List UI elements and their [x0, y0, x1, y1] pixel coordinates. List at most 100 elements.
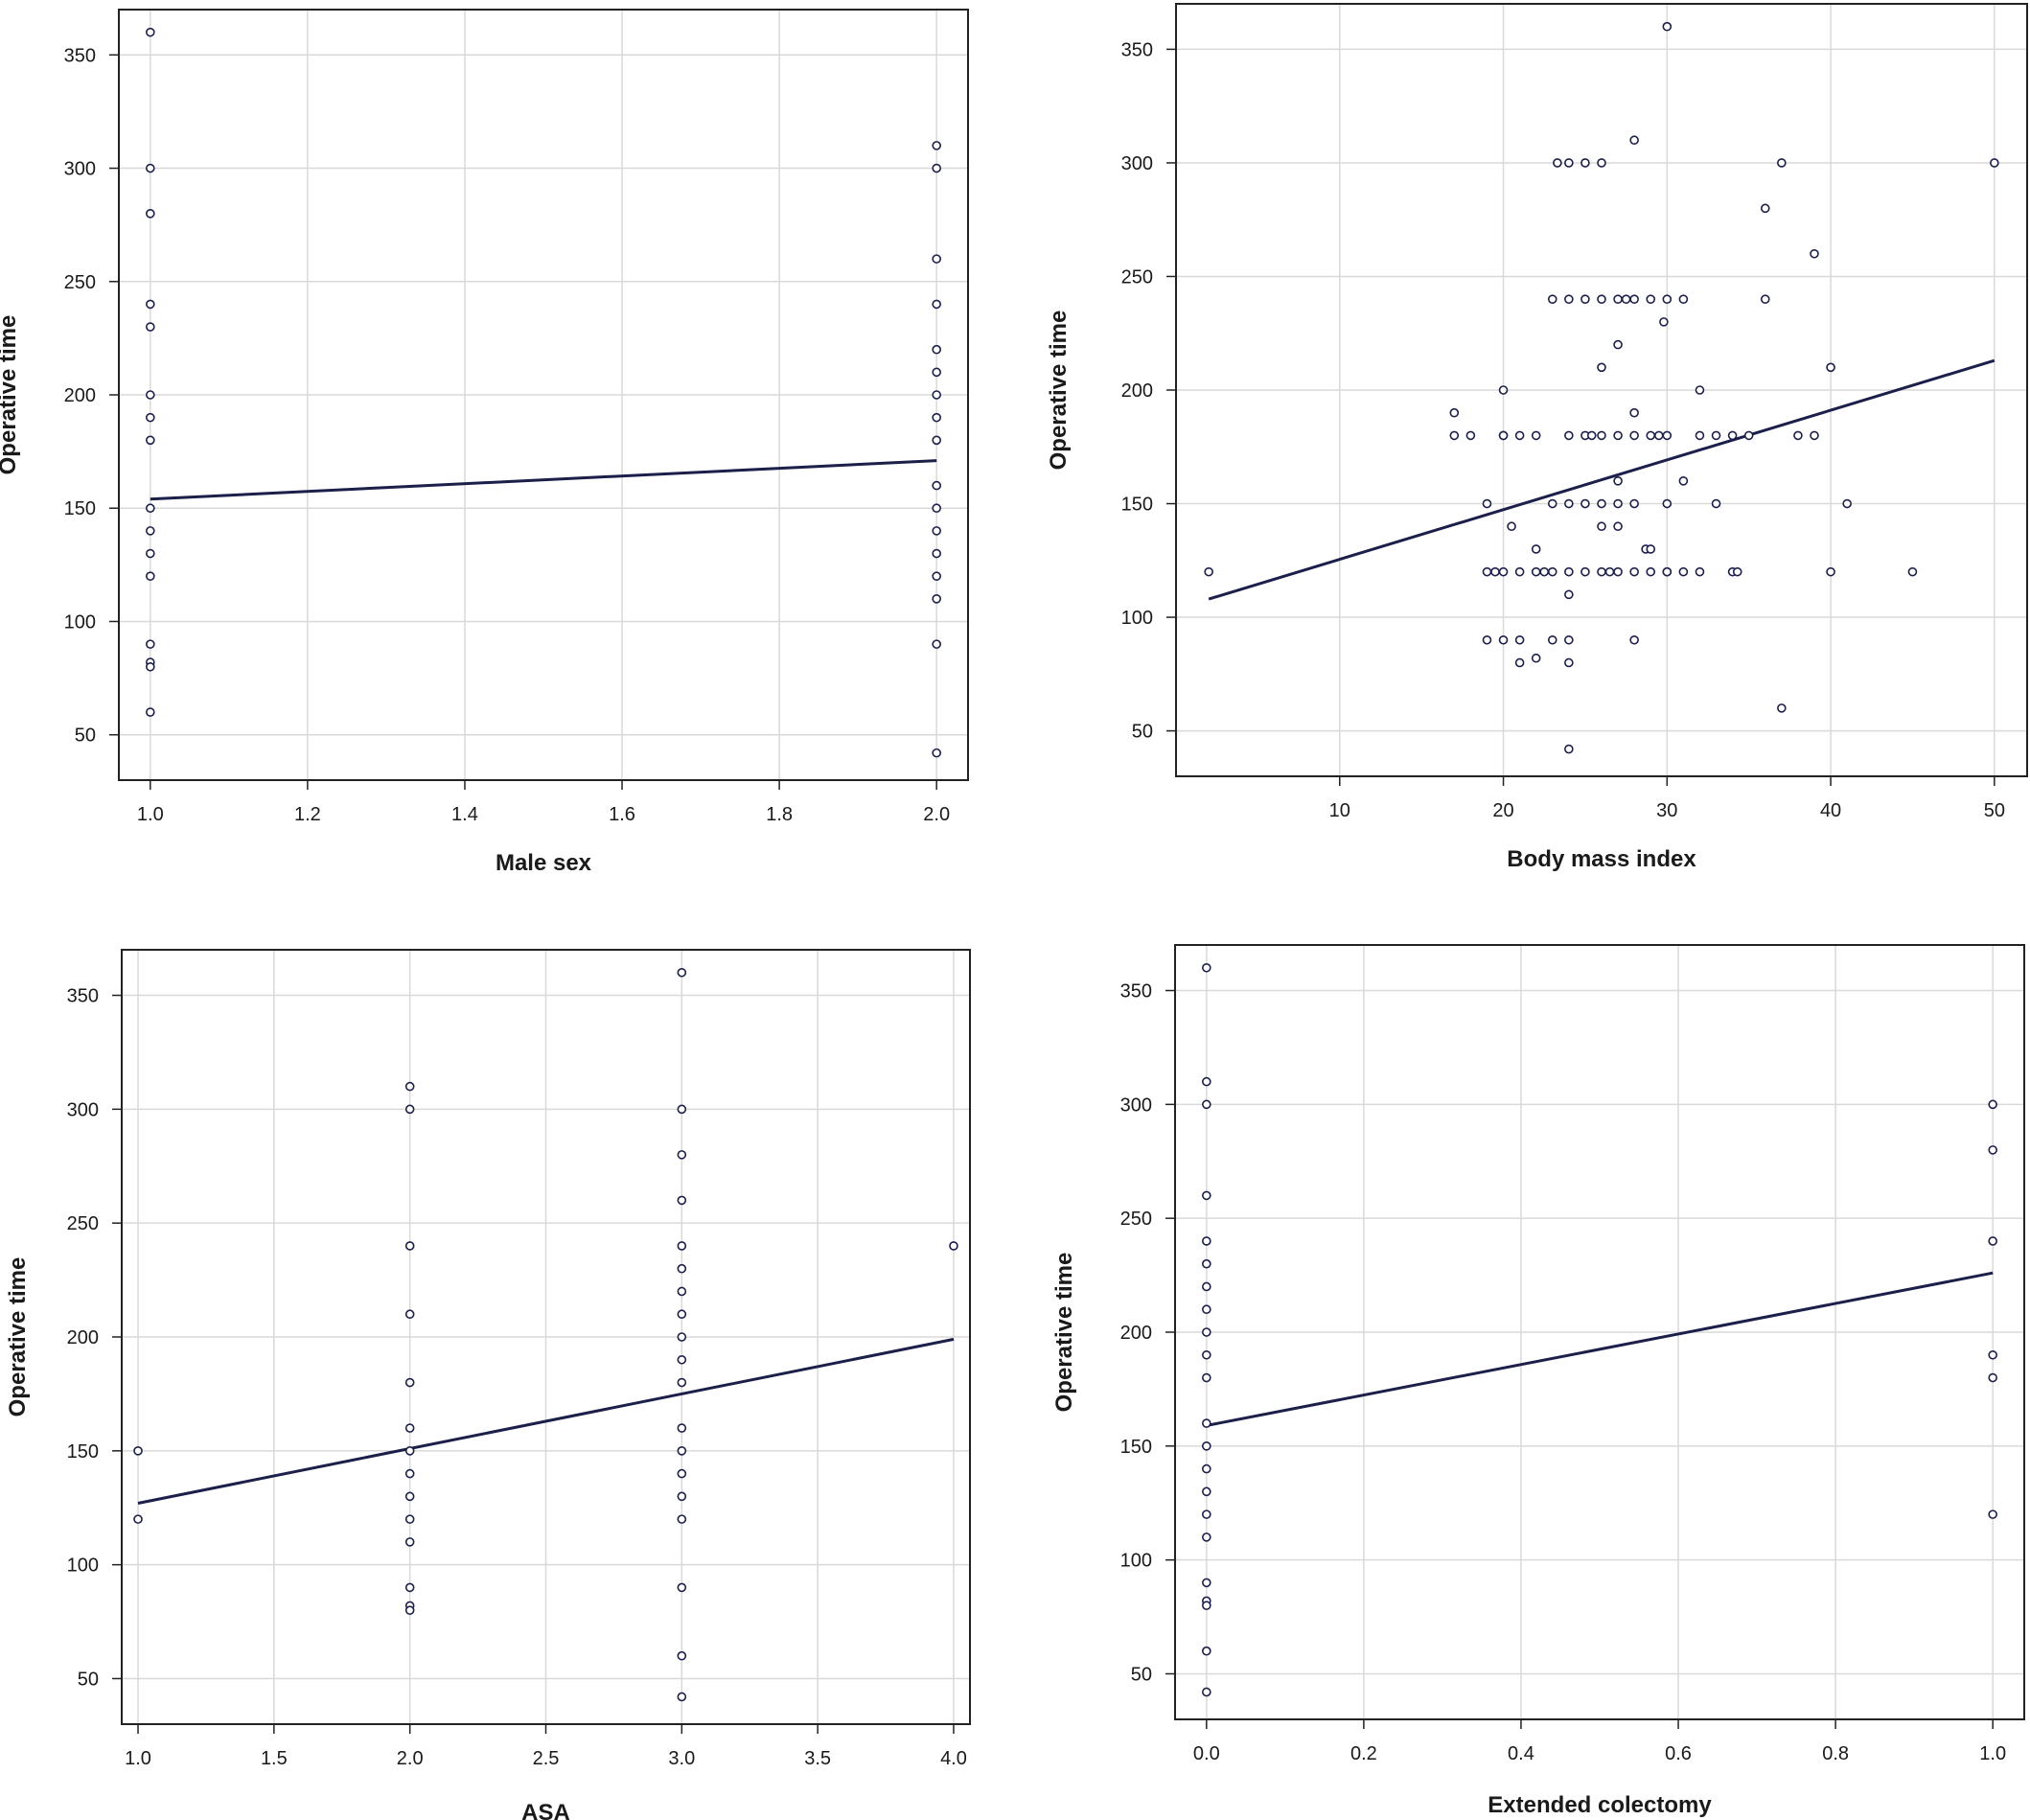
data-point: [133, 1446, 143, 1456]
y-tick-label: 150: [67, 1441, 99, 1463]
data-point: [1662, 498, 1672, 509]
data-point: [677, 1514, 687, 1524]
x-tick-label: 3.5: [804, 1748, 831, 1769]
data-point: [1760, 203, 1770, 214]
data-point: [1202, 1532, 1211, 1542]
data-point: [932, 748, 941, 758]
data-point: [404, 1446, 415, 1456]
regression-line: [1206, 1271, 1994, 1427]
data-point: [1514, 430, 1525, 441]
data-point: [1662, 21, 1672, 32]
x-tick-label: 2.0: [397, 1748, 424, 1769]
y-tick-label: 300: [67, 1099, 99, 1120]
data-point: [1498, 385, 1509, 395]
data-point: [677, 1195, 687, 1206]
data-point: [1564, 294, 1574, 304]
data-point: [1793, 430, 1803, 441]
data-point: [1498, 634, 1509, 645]
data-point: [677, 967, 687, 978]
x-axis-title: Body mass index: [1507, 846, 1696, 872]
grid: [1175, 945, 2024, 1719]
data-point: [146, 435, 155, 446]
data-point: [1202, 962, 1211, 973]
data-point: [1629, 135, 1639, 146]
y-tick-label: 350: [1120, 981, 1152, 1002]
data-point: [404, 1468, 415, 1479]
data-point: [932, 526, 941, 536]
data-point: [133, 1514, 143, 1524]
data-point: [404, 1377, 415, 1388]
y-tick-label: 100: [67, 1555, 99, 1577]
data-point: [1564, 430, 1574, 441]
x-axis-title: Male sex: [496, 850, 592, 876]
data-point: [1777, 158, 1787, 168]
data-point: [1629, 566, 1639, 577]
y-axis-title: Operative time: [1046, 311, 1072, 471]
data-point: [146, 299, 155, 310]
data-point: [1202, 1441, 1211, 1451]
data-point: [677, 1286, 687, 1297]
data-point: [1653, 430, 1664, 441]
data-point: [1202, 1190, 1211, 1201]
data-point: [677, 1491, 687, 1502]
data-points: [1204, 21, 1999, 754]
data-point: [1553, 158, 1562, 168]
data-point: [1202, 1418, 1211, 1428]
data-point: [1711, 498, 1721, 509]
regression-line: [1208, 358, 1995, 601]
data-point: [404, 1423, 415, 1433]
data-point: [146, 526, 155, 536]
data-point: [1449, 430, 1460, 441]
data-point: [1580, 566, 1590, 577]
data-point: [932, 571, 941, 581]
data-point: [1482, 634, 1492, 645]
y-tick-label: 150: [64, 498, 96, 519]
data-point: [1646, 544, 1656, 554]
data-point: [1202, 1281, 1211, 1292]
data-point: [1547, 566, 1557, 577]
data-point: [404, 1514, 415, 1524]
data-point: [1988, 1349, 1997, 1360]
panel-male-sex: 1.0 1.2 1.4 1.6 1.8 2.0 50 100 150 200 250 300 350 Ma…: [0, 9, 969, 876]
data-point: [404, 1582, 415, 1593]
data-point: [677, 1692, 687, 1702]
data-point: [932, 503, 941, 514]
data-point: [1613, 566, 1623, 577]
data-point: [1597, 294, 1606, 304]
data-point: [932, 548, 941, 559]
data-point: [1202, 1372, 1211, 1383]
data-point: [677, 1104, 687, 1115]
grid: [122, 950, 970, 1724]
data-point: [1547, 634, 1557, 645]
data-point: [404, 1104, 415, 1115]
data-point: [1629, 294, 1639, 304]
y-tick-label: 200: [64, 385, 96, 406]
data-points: [133, 967, 958, 1702]
data-point: [1988, 1236, 1997, 1246]
data-point: [404, 1491, 415, 1502]
data-point: [1539, 566, 1550, 577]
data-point: [677, 1150, 687, 1160]
y-tick-label: 350: [64, 45, 96, 66]
y-tick-label: 50: [75, 726, 96, 747]
x-tick-label: 1.0: [1979, 1743, 2006, 1764]
data-point: [1564, 498, 1574, 509]
data-point: [1202, 1236, 1211, 1246]
data-point: [1202, 1646, 1211, 1656]
x-axis-title: ASA: [521, 1800, 570, 1820]
panel-extended-colectomy: 0.0 0.2 0.4 0.6 0.8 1.0 50 100 150 200 250 300 350 Ex…: [1051, 944, 2025, 1818]
data-point: [932, 141, 941, 150]
x-tick-label: 0.2: [1350, 1743, 1377, 1764]
x-tick-label: 4.0: [940, 1748, 967, 1769]
data-point: [932, 435, 941, 446]
data-point: [146, 209, 155, 219]
x-tick-label: 0.0: [1193, 1743, 1220, 1764]
x-tick-label: 1.0: [137, 804, 164, 825]
data-point: [404, 1605, 415, 1615]
data-point: [1826, 566, 1835, 577]
data-point: [1597, 430, 1606, 441]
y-tick-label: 100: [64, 611, 96, 633]
data-point: [146, 163, 155, 173]
y-tick-label: 250: [1120, 1209, 1152, 1230]
x-tick-label: 1.2: [294, 804, 321, 825]
